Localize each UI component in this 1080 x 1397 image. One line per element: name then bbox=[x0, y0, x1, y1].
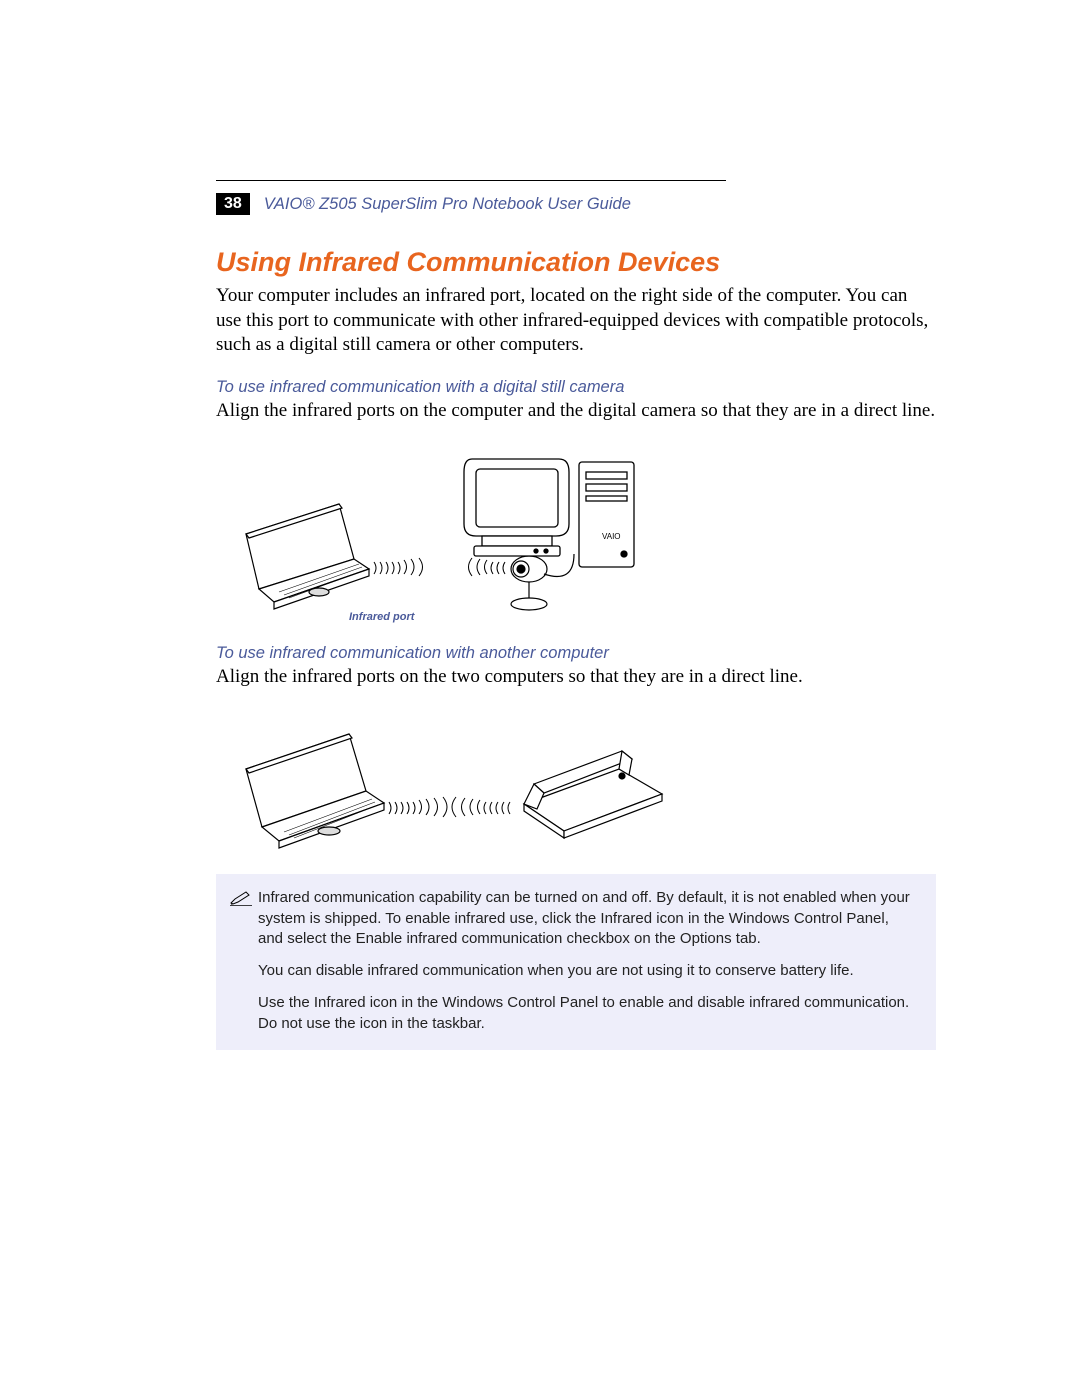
figure-computers bbox=[224, 709, 674, 854]
infrared-port-label: Infrared port bbox=[349, 611, 416, 623]
figure-camera: VAIO Infrared port bbox=[224, 444, 654, 624]
subheading-camera: To use infrared communication with a dig… bbox=[216, 378, 936, 397]
note-p2: You can disable infrared communication w… bbox=[258, 961, 918, 981]
note-content: Infrared communication capability can be… bbox=[258, 888, 918, 1034]
pencil-icon bbox=[230, 888, 252, 1034]
note-p1: Infrared communication capability can be… bbox=[258, 888, 918, 949]
page-number: 38 bbox=[216, 193, 250, 215]
note-box: Infrared communication capability can be… bbox=[216, 874, 936, 1050]
guide-title: VAIO® Z505 SuperSlim Pro Notebook User G… bbox=[264, 195, 631, 214]
subheading-computer: To use infrared communication with anoth… bbox=[216, 644, 936, 663]
header-rule bbox=[216, 180, 726, 181]
body-camera: Align the infrared ports on the computer… bbox=[216, 399, 936, 424]
note-p3: Use the Infrared icon in the Windows Con… bbox=[258, 993, 918, 1034]
running-header: 38 VAIO® Z505 SuperSlim Pro Notebook Use… bbox=[216, 193, 936, 215]
body-computer: Align the infrared ports on the two comp… bbox=[216, 665, 936, 690]
svg-text:VAIO: VAIO bbox=[602, 532, 621, 541]
intro-paragraph: Your computer includes an infrared port,… bbox=[216, 284, 936, 358]
document-page: 38 VAIO® Z505 SuperSlim Pro Notebook Use… bbox=[216, 180, 936, 1050]
section-heading: Using Infrared Communication Devices bbox=[216, 247, 936, 278]
